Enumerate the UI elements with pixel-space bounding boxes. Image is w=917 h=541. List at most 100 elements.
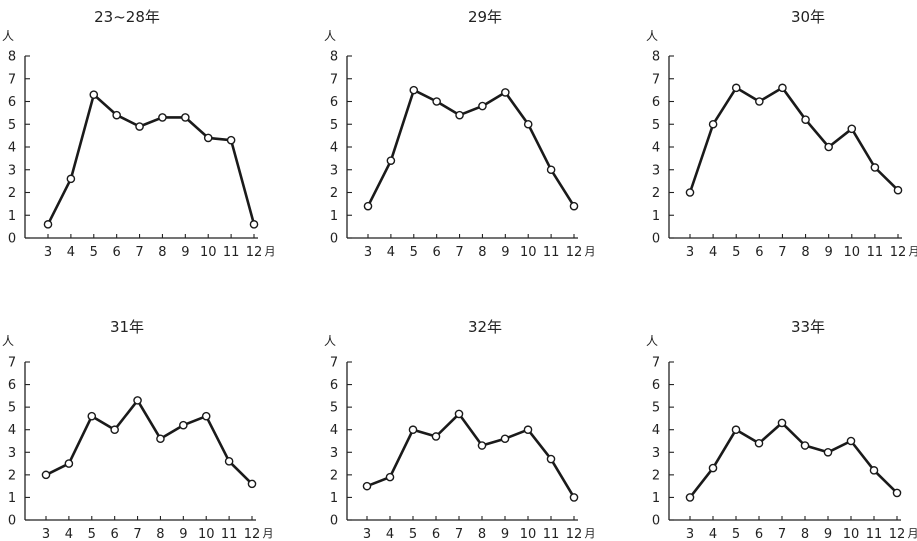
x-tick-label: 8	[158, 245, 166, 260]
data-point	[685, 493, 695, 502]
x-tick-label: 12	[566, 527, 583, 541]
y-tick-label: 8	[8, 50, 16, 65]
series-line	[366, 88, 576, 207]
x-tick-label: 5	[732, 245, 740, 260]
y-tick-label: 3	[652, 446, 660, 461]
data-point	[731, 83, 741, 93]
x-tick-label: 7	[778, 245, 786, 260]
x-tick-label: 9	[181, 245, 189, 260]
y-tick-label: 4	[330, 423, 338, 438]
y-tick-label: 2	[330, 186, 338, 201]
y-tick-label: 6	[330, 95, 338, 110]
x-tick-label: 4	[65, 527, 73, 541]
data-point	[454, 409, 464, 419]
y-tick-label: 2	[652, 186, 660, 201]
y-tick-label: 3	[8, 446, 16, 461]
x-tick-label: 12	[890, 245, 907, 260]
data-point	[432, 97, 441, 106]
y-tick-label: 4	[330, 141, 338, 156]
x-tick-label: 12	[246, 245, 263, 260]
y-tick-label: 2	[8, 468, 16, 483]
y-tick-label: 7	[652, 72, 660, 87]
data-point	[66, 174, 76, 184]
x-axis-unit-label: 月	[585, 245, 596, 258]
data-point	[778, 83, 787, 93]
y-tick-label: 3	[652, 163, 660, 178]
x-tick-label: 11	[221, 527, 238, 541]
y-tick-label: 1	[8, 491, 16, 506]
x-tick-label: 6	[755, 527, 763, 541]
x-tick-label: 4	[386, 527, 394, 541]
data-point	[179, 420, 188, 430]
data-point	[478, 101, 487, 111]
series-line	[46, 93, 256, 225]
y-tick-label: 5	[652, 118, 660, 133]
y-tick-label: 5	[652, 401, 660, 416]
data-point	[110, 425, 119, 435]
data-point	[455, 110, 464, 120]
x-tick-label: 10	[520, 527, 537, 541]
series-line	[366, 412, 576, 499]
x-tick-label: 3	[44, 245, 52, 260]
data-point	[41, 470, 51, 480]
data-point	[800, 441, 810, 450]
x-tick-label: 3	[686, 245, 694, 260]
x-axis-unit-label: 月	[265, 245, 276, 258]
data-point	[226, 135, 236, 145]
y-tick-label: 3	[330, 163, 338, 178]
x-tick-label: 4	[709, 245, 717, 260]
series-line	[688, 421, 898, 499]
x-tick-label: 9	[501, 245, 509, 260]
x-tick-label: 7	[455, 245, 463, 260]
x-tick-label: 6	[433, 245, 441, 260]
data-point	[385, 472, 395, 482]
x-tick-label: 7	[135, 245, 143, 260]
data-point	[89, 90, 99, 99]
y-tick-label: 0	[8, 514, 16, 529]
data-point	[523, 425, 533, 435]
y-tick-label: 2	[330, 468, 338, 483]
data-point	[64, 459, 74, 468]
y-axis-unit-label: 人	[324, 334, 336, 348]
x-tick-label: 12	[566, 245, 583, 260]
x-tick-label: 10	[843, 527, 860, 541]
y-tick-label: 6	[8, 95, 16, 110]
data-point	[156, 434, 165, 444]
x-axis-unit-label: 月	[909, 245, 917, 258]
x-tick-label: 10	[200, 245, 217, 260]
data-point	[135, 122, 144, 131]
chart-title: 33年	[791, 318, 825, 336]
y-tick-label: 0	[652, 514, 660, 529]
x-tick-label: 4	[387, 245, 395, 260]
x-tick-label: 10	[520, 245, 537, 260]
chart-title: 30年	[791, 8, 825, 26]
y-tick-label: 0	[330, 514, 338, 529]
data-point	[708, 463, 718, 473]
y-tick-label: 5	[8, 118, 16, 133]
x-tick-label: 10	[198, 527, 215, 541]
y-axis-unit-label: 人	[2, 29, 14, 43]
x-tick-label: 11	[866, 527, 883, 541]
x-tick-label: 8	[801, 245, 809, 260]
x-tick-label: 9	[824, 527, 832, 541]
y-tick-label: 2	[652, 468, 660, 483]
y-tick-label: 1	[652, 209, 660, 224]
x-tick-label: 8	[478, 527, 486, 541]
x-tick-label: 6	[113, 245, 121, 260]
y-axis-unit-label: 人	[646, 334, 658, 348]
x-tick-label: 3	[42, 527, 50, 541]
y-tick-label: 0	[330, 232, 338, 247]
data-point	[893, 185, 903, 195]
data-point	[408, 425, 418, 435]
y-axis-unit-label: 人	[2, 334, 14, 348]
y-tick-label: 7	[652, 356, 660, 371]
x-tick-label: 9	[179, 527, 187, 541]
chart-title: 32年	[468, 318, 502, 336]
data-point	[409, 85, 419, 95]
x-tick-label: 6	[755, 245, 763, 260]
x-axis-unit-label: 月	[908, 527, 917, 540]
data-point	[685, 188, 695, 197]
